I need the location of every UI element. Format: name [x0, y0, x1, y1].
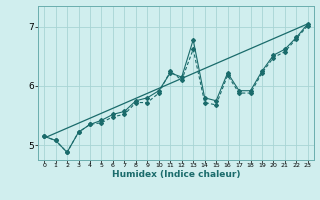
- X-axis label: Humidex (Indice chaleur): Humidex (Indice chaleur): [112, 170, 240, 179]
